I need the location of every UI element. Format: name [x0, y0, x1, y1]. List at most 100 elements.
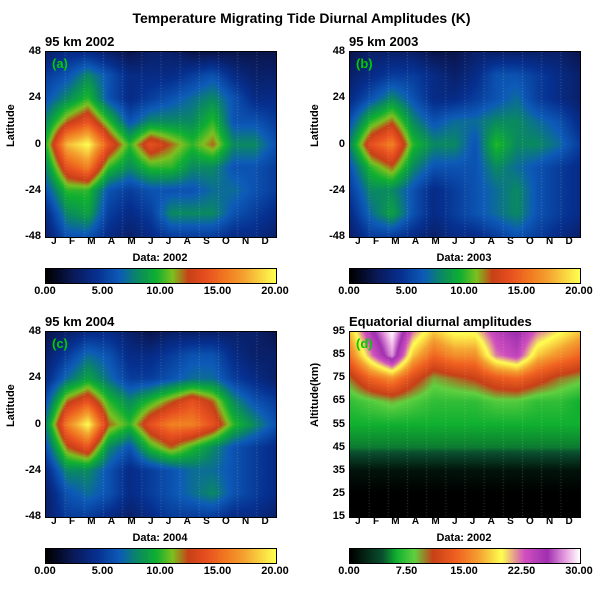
colorbar-label: 15.00 [204, 285, 232, 297]
colorbar [349, 548, 581, 564]
colorbar-label: 20.00 [261, 285, 289, 297]
panel-letter: (a) [52, 56, 68, 71]
x-tick: S [507, 236, 514, 250]
colorbar-label: 0.00 [34, 565, 55, 577]
panel-b: 95 km 2003(b)48240-24-48LatitudeJFMAMJJA… [314, 34, 593, 299]
panel-title: 95 km 2003 [314, 34, 593, 49]
x-tick: J [355, 236, 361, 250]
panel-title: 95 km 2004 [10, 314, 289, 329]
x-tick: J [51, 516, 57, 530]
panel-d: Equatorial diurnal amplitudes(d)95857565… [314, 314, 593, 579]
x-tick: O [222, 516, 230, 530]
y-tick: 45 [333, 441, 345, 453]
y-tick: 0 [35, 138, 41, 150]
y-tick: -48 [25, 230, 41, 242]
colorbar-label: 30.00 [565, 565, 593, 577]
x-tick: D [262, 516, 269, 530]
y-tick: 48 [333, 45, 345, 57]
y-axis-label: Latitude [5, 384, 17, 427]
y-tick: 85 [333, 348, 345, 360]
x-tick: D [566, 236, 573, 250]
colorbar-label: 7.50 [396, 565, 417, 577]
colorbar [45, 548, 277, 564]
x-tick: N [242, 516, 249, 530]
colorbar-label: 15.00 [508, 285, 536, 297]
x-tick: F [69, 516, 75, 530]
panel-title: 95 km 2002 [10, 34, 289, 49]
x-tick: M [431, 236, 439, 250]
x-tick: S [203, 236, 210, 250]
panel-subtitle: Data: 2003 [349, 252, 579, 264]
y-axis-label: Altitude(km) [309, 362, 321, 426]
x-tick: M [87, 516, 95, 530]
y-tick: 24 [333, 91, 345, 103]
panel-subtitle: Data: 2004 [45, 532, 275, 544]
heatmap [349, 51, 581, 238]
x-tick: J [166, 236, 172, 250]
y-axis-label: Latitude [5, 104, 17, 147]
y-tick: 35 [333, 464, 345, 476]
colorbar-label: 15.00 [450, 565, 478, 577]
colorbar [45, 268, 277, 284]
heatmap [45, 51, 277, 238]
x-tick: F [373, 516, 379, 530]
x-tick: J [470, 236, 476, 250]
colorbar-label: 20.00 [565, 285, 593, 297]
y-tick: 0 [35, 418, 41, 430]
y-tick: 0 [339, 138, 345, 150]
x-tick: A [184, 236, 191, 250]
x-tick: S [507, 516, 514, 530]
heatmap [45, 331, 277, 518]
y-tick: 25 [333, 487, 345, 499]
x-tick: S [203, 516, 210, 530]
x-tick: J [166, 516, 172, 530]
panel-letter: (c) [52, 336, 68, 351]
panel-c: 95 km 2004(c)48240-24-48LatitudeJFMAMJJA… [10, 314, 289, 579]
x-tick: A [488, 236, 495, 250]
colorbar-label: 10.00 [450, 285, 478, 297]
colorbar-label: 0.00 [34, 285, 55, 297]
x-tick: A [412, 236, 419, 250]
y-tick: -24 [25, 464, 41, 476]
x-tick: F [373, 236, 379, 250]
colorbar-label: 10.00 [146, 285, 174, 297]
x-tick: A [108, 236, 115, 250]
x-tick: J [355, 516, 361, 530]
x-tick: D [566, 516, 573, 530]
y-tick: -48 [329, 230, 345, 242]
y-tick: 75 [333, 371, 345, 383]
x-tick: M [391, 516, 399, 530]
x-tick: A [184, 516, 191, 530]
x-tick: J [452, 516, 458, 530]
x-tick: M [431, 516, 439, 530]
x-tick: N [546, 236, 553, 250]
x-tick: J [148, 516, 154, 530]
x-tick: J [470, 516, 476, 530]
y-tick: -24 [25, 184, 41, 196]
y-tick: 15 [333, 510, 345, 522]
y-tick: 95 [333, 325, 345, 337]
x-tick: A [412, 516, 419, 530]
panel-grid: 95 km 2002(a)48240-24-48LatitudeJFMAMJJA… [10, 34, 593, 579]
x-tick: J [148, 236, 154, 250]
y-tick: 55 [333, 418, 345, 430]
colorbar-label: 22.50 [508, 565, 536, 577]
y-tick: 65 [333, 394, 345, 406]
x-tick: N [546, 516, 553, 530]
x-tick: M [391, 236, 399, 250]
x-tick: N [242, 236, 249, 250]
panel-letter: (b) [356, 56, 373, 71]
x-tick: J [51, 236, 57, 250]
x-tick: O [526, 516, 534, 530]
x-tick: D [262, 236, 269, 250]
y-tick: -24 [329, 184, 345, 196]
y-axis-label: Latitude [309, 104, 321, 147]
x-tick: A [108, 516, 115, 530]
y-tick: 24 [29, 91, 41, 103]
x-tick: J [452, 236, 458, 250]
heatmap [349, 331, 581, 518]
y-tick: 48 [29, 45, 41, 57]
y-tick: -48 [25, 510, 41, 522]
x-tick: A [488, 516, 495, 530]
colorbar-label: 5.00 [92, 285, 113, 297]
